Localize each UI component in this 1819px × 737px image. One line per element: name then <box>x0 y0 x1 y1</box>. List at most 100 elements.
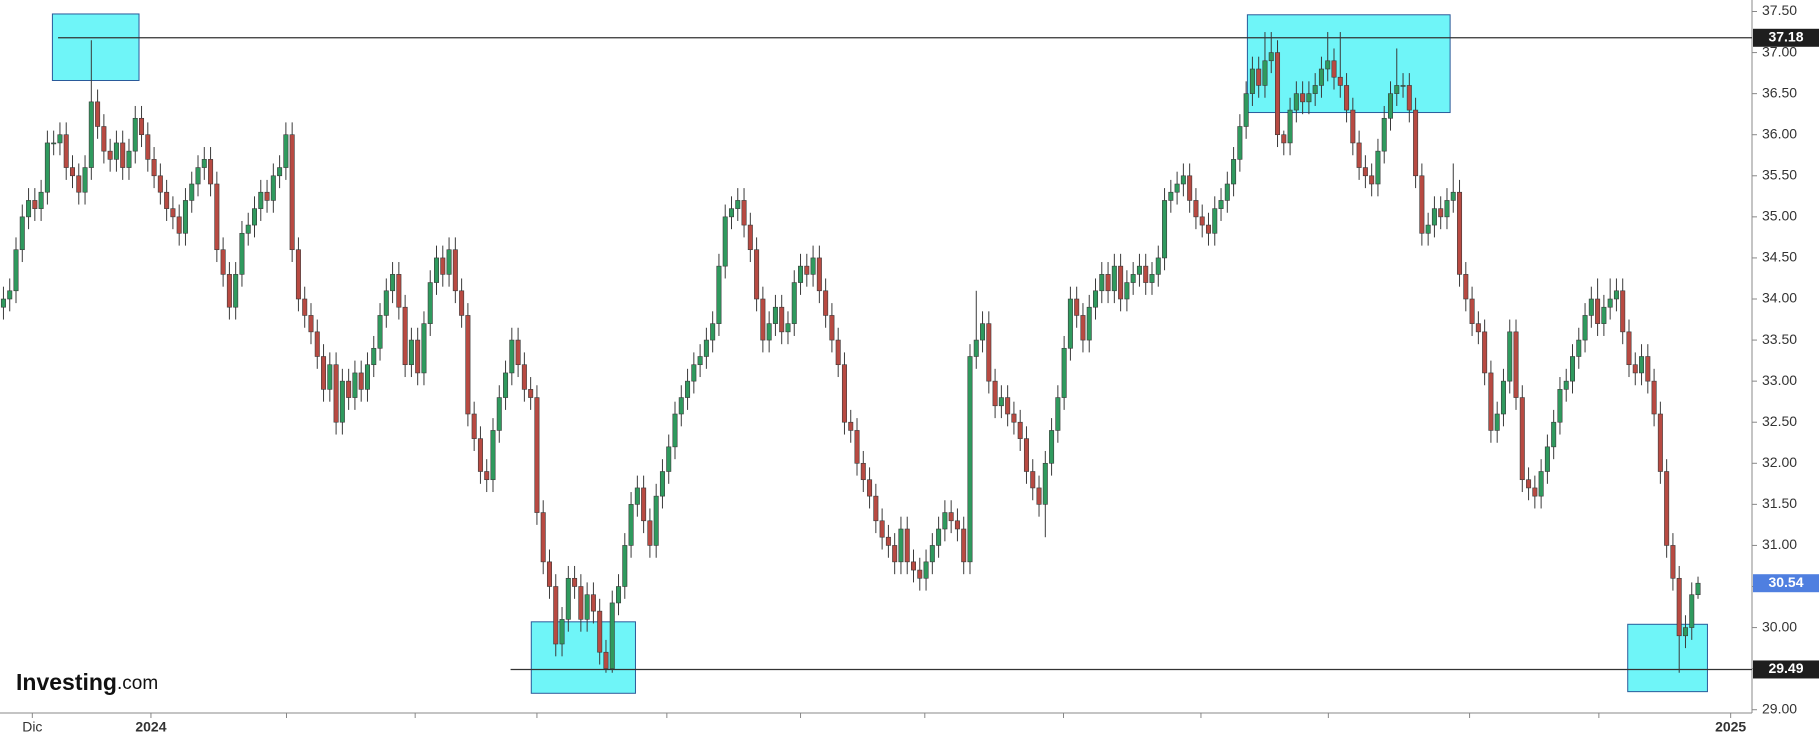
candle-body <box>446 249 452 275</box>
candle-body <box>1607 298 1613 308</box>
candle-body <box>973 339 979 357</box>
x-tick-label: 2025 <box>1715 719 1746 735</box>
y-tick-label: 31.00 <box>1762 536 1797 552</box>
candle-body <box>44 142 50 193</box>
candle-body <box>1030 471 1036 489</box>
candle-body <box>528 389 534 398</box>
candle-body <box>170 208 176 218</box>
candle-body <box>1689 594 1695 628</box>
y-tick-label: 33.50 <box>1762 331 1797 347</box>
candle-body <box>1482 331 1488 374</box>
candle-body <box>691 364 697 382</box>
candle-body <box>697 356 703 366</box>
y-tick-label: 35.50 <box>1762 166 1797 182</box>
logo-name: Investing <box>16 669 117 695</box>
candle-body <box>383 290 389 316</box>
highlight-zone <box>1627 623 1708 693</box>
candle-body <box>647 520 653 546</box>
candle-body <box>1042 462 1048 505</box>
candle-body <box>1174 183 1180 193</box>
candle-body <box>1212 208 1218 234</box>
candle-body <box>1557 389 1563 423</box>
candle-body <box>1657 413 1663 472</box>
candle-body <box>1570 356 1576 382</box>
candle-body <box>948 512 954 522</box>
candle-body <box>189 183 195 201</box>
candle-body <box>584 594 590 620</box>
candle-body <box>82 167 88 193</box>
candle-body <box>1281 134 1287 144</box>
candle-body <box>1488 372 1494 431</box>
candle-body <box>1369 175 1375 185</box>
price-marker-label: 37.18 <box>1768 28 1803 44</box>
candle-body <box>1199 216 1205 226</box>
candle-body <box>358 372 364 390</box>
candle-body <box>1249 68 1255 94</box>
candle-body <box>998 397 1004 407</box>
candle-body <box>1494 413 1500 431</box>
candle-body <box>735 200 741 209</box>
candle-body <box>1500 380 1506 415</box>
candle-body <box>1331 60 1337 78</box>
candle-body <box>1344 85 1350 111</box>
candle-body <box>245 224 251 234</box>
candle-body <box>1519 397 1525 481</box>
candle-body <box>521 364 527 390</box>
candle-body <box>283 134 289 168</box>
y-tick-label: 32.00 <box>1762 454 1797 470</box>
candle-body <box>1005 397 1011 415</box>
candle-body <box>1168 191 1174 201</box>
candle-body <box>434 257 440 283</box>
candle-body <box>76 175 82 193</box>
candle-body <box>113 142 119 160</box>
candle-body <box>176 216 182 234</box>
x-tick-label: 2024 <box>135 719 166 735</box>
candle-body <box>277 167 283 177</box>
candle-body <box>904 528 910 563</box>
candle-body <box>1463 274 1469 300</box>
candle-body <box>1601 306 1607 324</box>
candle-body <box>942 512 948 530</box>
candle-body <box>1632 364 1638 374</box>
last-price-marker <box>1753 574 1819 593</box>
candle-body <box>1243 93 1249 127</box>
candle-body <box>1620 290 1626 333</box>
candle-body <box>239 232 245 275</box>
candle-body <box>534 397 540 513</box>
price-marker <box>1753 28 1819 47</box>
candle-body <box>88 101 94 168</box>
logo-suffix: .com <box>117 673 158 694</box>
candle-body <box>1563 380 1569 390</box>
candle-body <box>798 265 804 283</box>
candle-body <box>390 274 396 292</box>
candle-body <box>1576 339 1582 357</box>
candle-body <box>1406 85 1412 111</box>
candle-body <box>415 339 421 374</box>
candle-body <box>1457 191 1463 275</box>
candle-body <box>1306 93 1312 103</box>
candle-body <box>396 274 402 308</box>
candle-body <box>785 323 791 333</box>
candle-body <box>672 413 678 448</box>
candle-body <box>164 191 170 209</box>
candle-body <box>1218 200 1224 209</box>
candle-body <box>603 651 609 669</box>
candle-body <box>496 397 502 431</box>
candle-body <box>346 380 352 398</box>
candle-body <box>1130 274 1136 283</box>
candle-body <box>1268 52 1274 62</box>
y-tick-label: 35.00 <box>1762 208 1797 224</box>
candle-body <box>829 315 835 341</box>
candle-body <box>1375 150 1381 185</box>
candle-body <box>1011 413 1017 423</box>
price-marker <box>1753 660 1819 679</box>
candle-body <box>13 249 19 292</box>
candle-body <box>157 175 163 193</box>
candle-body <box>465 315 471 415</box>
candle-body <box>854 430 860 464</box>
candle-body <box>1099 274 1105 292</box>
candle-body <box>722 216 728 267</box>
candle-body <box>823 290 829 316</box>
